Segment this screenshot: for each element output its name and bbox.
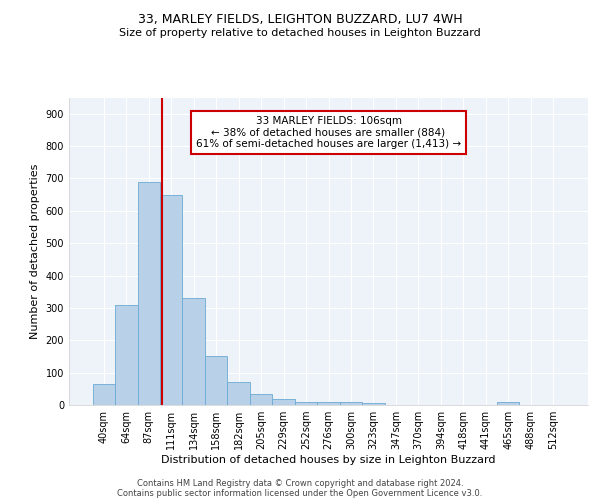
Text: 33 MARLEY FIELDS: 106sqm
← 38% of detached houses are smaller (884)
61% of semi-: 33 MARLEY FIELDS: 106sqm ← 38% of detach… [196,116,461,149]
Bar [497,402,520,405]
Bar [317,402,340,405]
Text: Contains public sector information licensed under the Open Government Licence v3: Contains public sector information licen… [118,488,482,498]
Text: Contains HM Land Registry data © Crown copyright and database right 2024.: Contains HM Land Registry data © Crown c… [137,478,463,488]
X-axis label: Distribution of detached houses by size in Leighton Buzzard: Distribution of detached houses by size … [161,455,496,465]
Bar [205,356,227,405]
Text: 33, MARLEY FIELDS, LEIGHTON BUZZARD, LU7 4WH: 33, MARLEY FIELDS, LEIGHTON BUZZARD, LU7… [137,12,463,26]
Bar [92,384,115,405]
Bar [227,382,250,405]
Bar [340,402,362,405]
Bar [115,304,137,405]
Bar [182,298,205,405]
Bar [272,398,295,405]
Bar [160,194,182,405]
Bar [295,402,317,405]
Y-axis label: Number of detached properties: Number of detached properties [30,164,40,339]
Bar [137,182,160,405]
Bar [250,394,272,405]
Text: Size of property relative to detached houses in Leighton Buzzard: Size of property relative to detached ho… [119,28,481,38]
Bar [362,404,385,405]
